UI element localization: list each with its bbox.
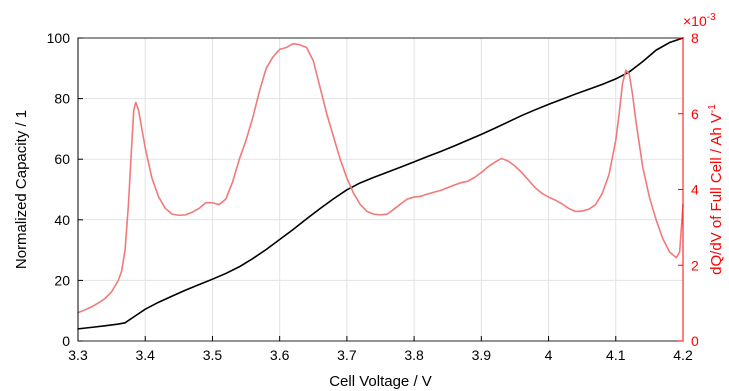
x-axis-label: Cell Voltage / V — [329, 373, 432, 390]
x-tick-label: 4.2 — [673, 347, 693, 363]
x-tick-label: 3.7 — [337, 347, 357, 363]
x-tick-label: 3.9 — [472, 347, 492, 363]
y2-tick-label: 0 — [691, 333, 699, 349]
y2-axis-label-text: dQ/dV of Full Cell / Ah V — [708, 113, 725, 275]
x-tick-label: 3.4 — [135, 347, 155, 363]
x-tick-label: 4.1 — [606, 347, 626, 363]
x-tick-label: 4 — [545, 347, 553, 363]
x-tick-label: 3.5 — [203, 347, 223, 363]
y-tick-label: 0 — [62, 333, 70, 349]
x-tick-label: 3.8 — [404, 347, 424, 363]
y2-axis-exponent-power: -3 — [707, 12, 716, 23]
y2-tick-label: 8 — [691, 30, 699, 46]
y-tick-label: 80 — [54, 91, 70, 107]
x-tick-label: 3.3 — [68, 347, 88, 363]
y-axis-label: Normalized Capacity / 1 — [13, 110, 30, 269]
y2-tick-label: 6 — [691, 106, 699, 122]
y2-tick-label: 4 — [691, 182, 699, 198]
y-tick-label: 60 — [54, 151, 70, 167]
y2-axis-exponent-base: ×10 — [683, 13, 707, 29]
y2-tick-label: 2 — [691, 257, 699, 273]
x-tick-label: 3.6 — [270, 347, 290, 363]
y-tick-label: 100 — [47, 30, 71, 46]
y-tick-label: 40 — [54, 212, 70, 228]
y2-axis-label-superscript: -1 — [707, 104, 718, 113]
y-tick-label: 20 — [54, 272, 70, 288]
y2-axis-label: dQ/dV of Full Cell / Ah V-1 — [707, 104, 725, 275]
